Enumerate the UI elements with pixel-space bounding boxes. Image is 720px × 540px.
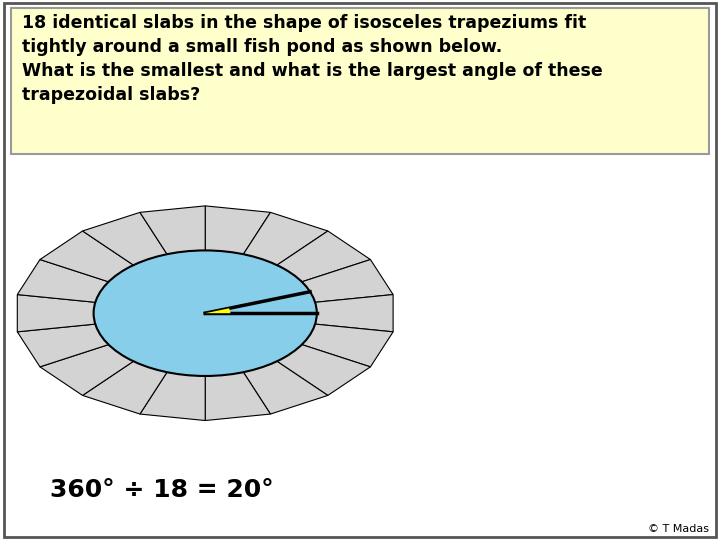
Polygon shape [140, 206, 205, 254]
Polygon shape [315, 294, 393, 332]
Polygon shape [83, 361, 167, 414]
Text: 360° ÷ 18 = 20°: 360° ÷ 18 = 20° [50, 478, 274, 502]
Text: © T Madas: © T Madas [648, 523, 709, 534]
Text: 18 identical slabs in the shape of isosceles trapeziums fit
tightly around a sma: 18 identical slabs in the shape of isosc… [22, 14, 603, 104]
Polygon shape [205, 308, 230, 313]
Polygon shape [40, 231, 133, 282]
Polygon shape [205, 206, 271, 254]
FancyBboxPatch shape [4, 3, 716, 537]
Polygon shape [205, 372, 271, 421]
Polygon shape [243, 361, 328, 414]
Polygon shape [277, 345, 370, 395]
Polygon shape [40, 345, 133, 395]
Polygon shape [140, 372, 205, 421]
Ellipse shape [94, 251, 317, 376]
Polygon shape [17, 294, 95, 332]
Polygon shape [17, 260, 109, 302]
Polygon shape [243, 212, 328, 265]
Polygon shape [17, 324, 109, 367]
Polygon shape [302, 324, 393, 367]
Polygon shape [277, 231, 370, 282]
Polygon shape [302, 260, 393, 302]
Polygon shape [83, 212, 167, 265]
FancyBboxPatch shape [11, 8, 709, 154]
